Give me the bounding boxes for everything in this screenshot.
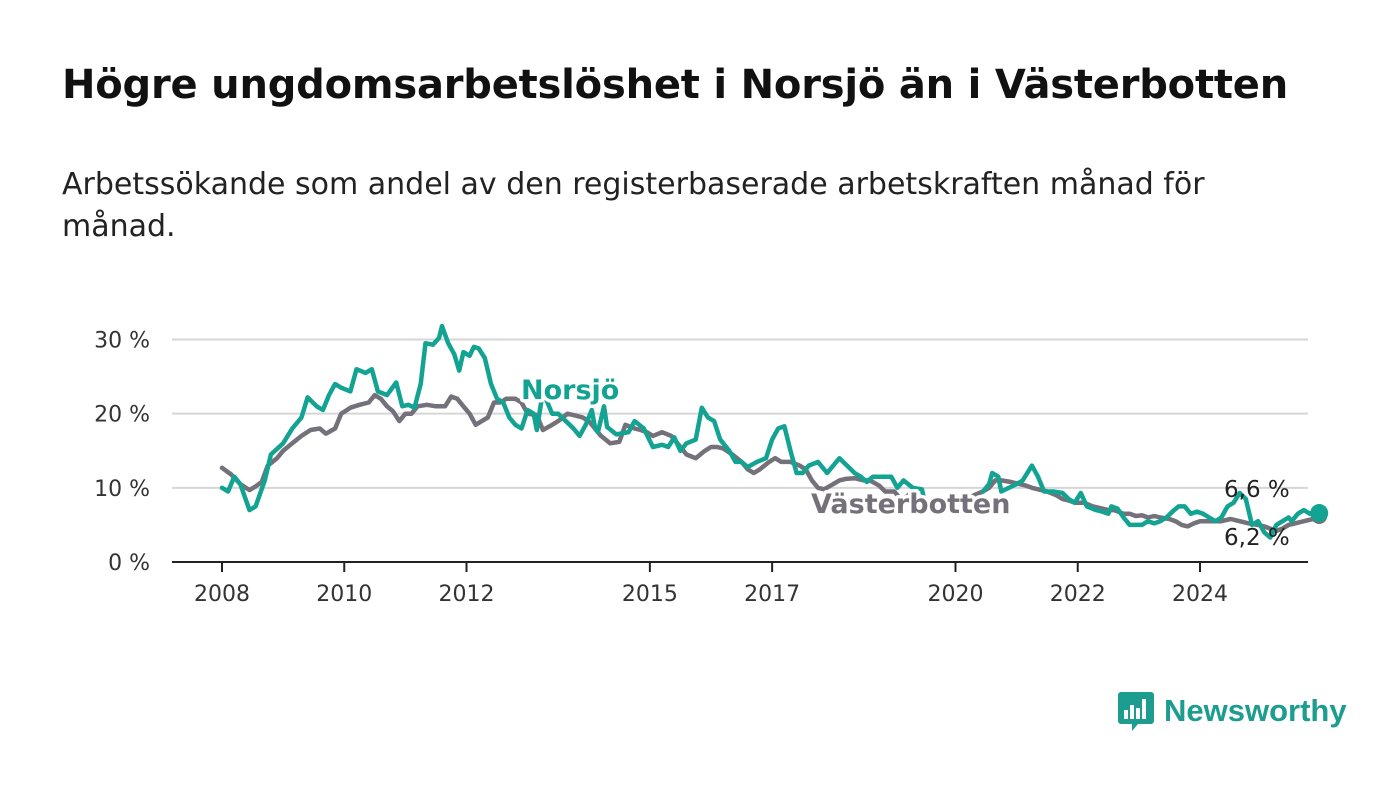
brand-name: Newsworthy: [1164, 693, 1347, 728]
series-label: Västerbotten: [811, 489, 1010, 520]
end-point-norsjo: [1310, 504, 1329, 523]
x-tick-label: 2022: [1050, 582, 1106, 607]
y-tick-label: 0 %: [108, 551, 150, 576]
y-tick-label: 30 %: [94, 329, 150, 354]
y-tick-label: 20 %: [94, 403, 150, 428]
series-label: Norsjö: [521, 375, 619, 406]
end-label-vasterbotten: 6,2 %: [1224, 525, 1290, 551]
x-tick-label: 2024: [1172, 582, 1228, 607]
chart-subtitle: Arbetssökande som andel av den registerb…: [62, 167, 1205, 244]
bar-chart-speech-bubble-icon: [1118, 692, 1154, 731]
series-line-vasterbotten: [219, 392, 915, 502]
series-line-norsjo-part-2: [980, 463, 1322, 540]
chart-gridlines: [172, 338, 1308, 563]
x-axis: 2008 2010 2012 2015 2017 2020 2022 2024: [194, 562, 1228, 607]
y-tick-label: 10 %: [94, 477, 150, 502]
x-tick-label: 2015: [622, 582, 678, 607]
series-line-vasterbotten-part-2: [971, 478, 1322, 534]
y-axis: 0 % 10 % 20 % 30 %: [94, 329, 150, 577]
x-tick-label: 2010: [316, 582, 372, 607]
series-line-norsjo: [219, 323, 928, 513]
chart-series: [219, 323, 1322, 540]
x-tick-label: 2017: [744, 582, 800, 607]
x-tick-label: 2012: [439, 582, 495, 607]
chart-title: Högre ungdomsarbetslöshet i Norsjö än i …: [62, 62, 1289, 108]
chart-labels: Norsjö Västerbotten 6,6 % 6,2 %: [518, 372, 1329, 551]
end-label-norsjo: 6,6 %: [1224, 477, 1290, 503]
newsworthy-logo: Newsworthy: [1118, 690, 1347, 732]
x-tick-label: 2020: [928, 582, 984, 607]
x-tick-label: 2008: [194, 582, 250, 607]
